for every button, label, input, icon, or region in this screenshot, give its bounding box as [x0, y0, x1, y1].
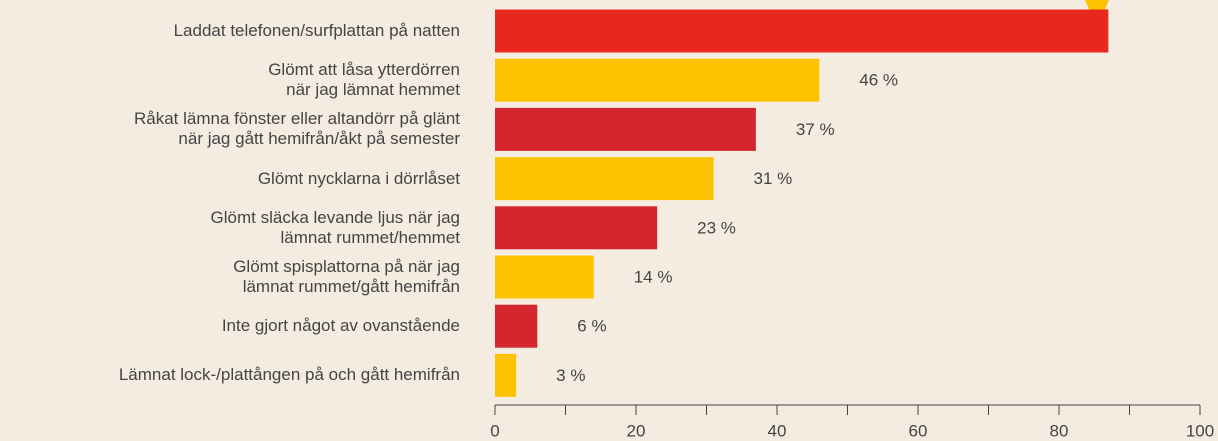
x-tick-label: 100	[1186, 421, 1214, 440]
bar	[495, 206, 658, 250]
value-label: 6 %	[577, 317, 606, 336]
x-tick-label: 60	[909, 421, 928, 440]
bar	[495, 157, 714, 201]
value-label: 14 %	[634, 267, 673, 286]
category-label: Lämnat lock-/plattången på och gått hemi…	[118, 365, 460, 385]
value-label: 37 %	[796, 120, 835, 139]
category-label: Laddat telefonen/surfplattan på natten	[173, 21, 460, 40]
bar	[495, 9, 1109, 53]
value-label: 3 %	[556, 366, 585, 385]
x-tick-label: 80	[1050, 421, 1069, 440]
bar	[495, 353, 517, 397]
category-label: Glömt nycklarna i dörrlåset	[257, 168, 460, 188]
value-label: 23 %	[697, 218, 736, 237]
x-tick-label: 20	[627, 421, 646, 440]
x-tick-label: 0	[490, 421, 499, 440]
category-label: Inte gjort något av ovanstående	[221, 316, 460, 336]
bar	[495, 58, 820, 102]
bar	[495, 107, 756, 151]
value-label: 46 %	[859, 71, 898, 90]
category-label: Glömt släcka levande ljus när jag lämnat…	[210, 207, 460, 247]
category-label: Glömt att låsa ytterdörren när jag lämna…	[268, 60, 460, 100]
x-tick-label: 40	[768, 421, 787, 440]
bar	[495, 304, 538, 348]
category-label: Glömt spisplattorna på när jag lämnat ru…	[233, 257, 460, 296]
value-label: 31 %	[754, 169, 793, 188]
category-label: Råkat lämna fönster eller altandörr på g…	[133, 109, 460, 149]
bar	[495, 255, 594, 299]
